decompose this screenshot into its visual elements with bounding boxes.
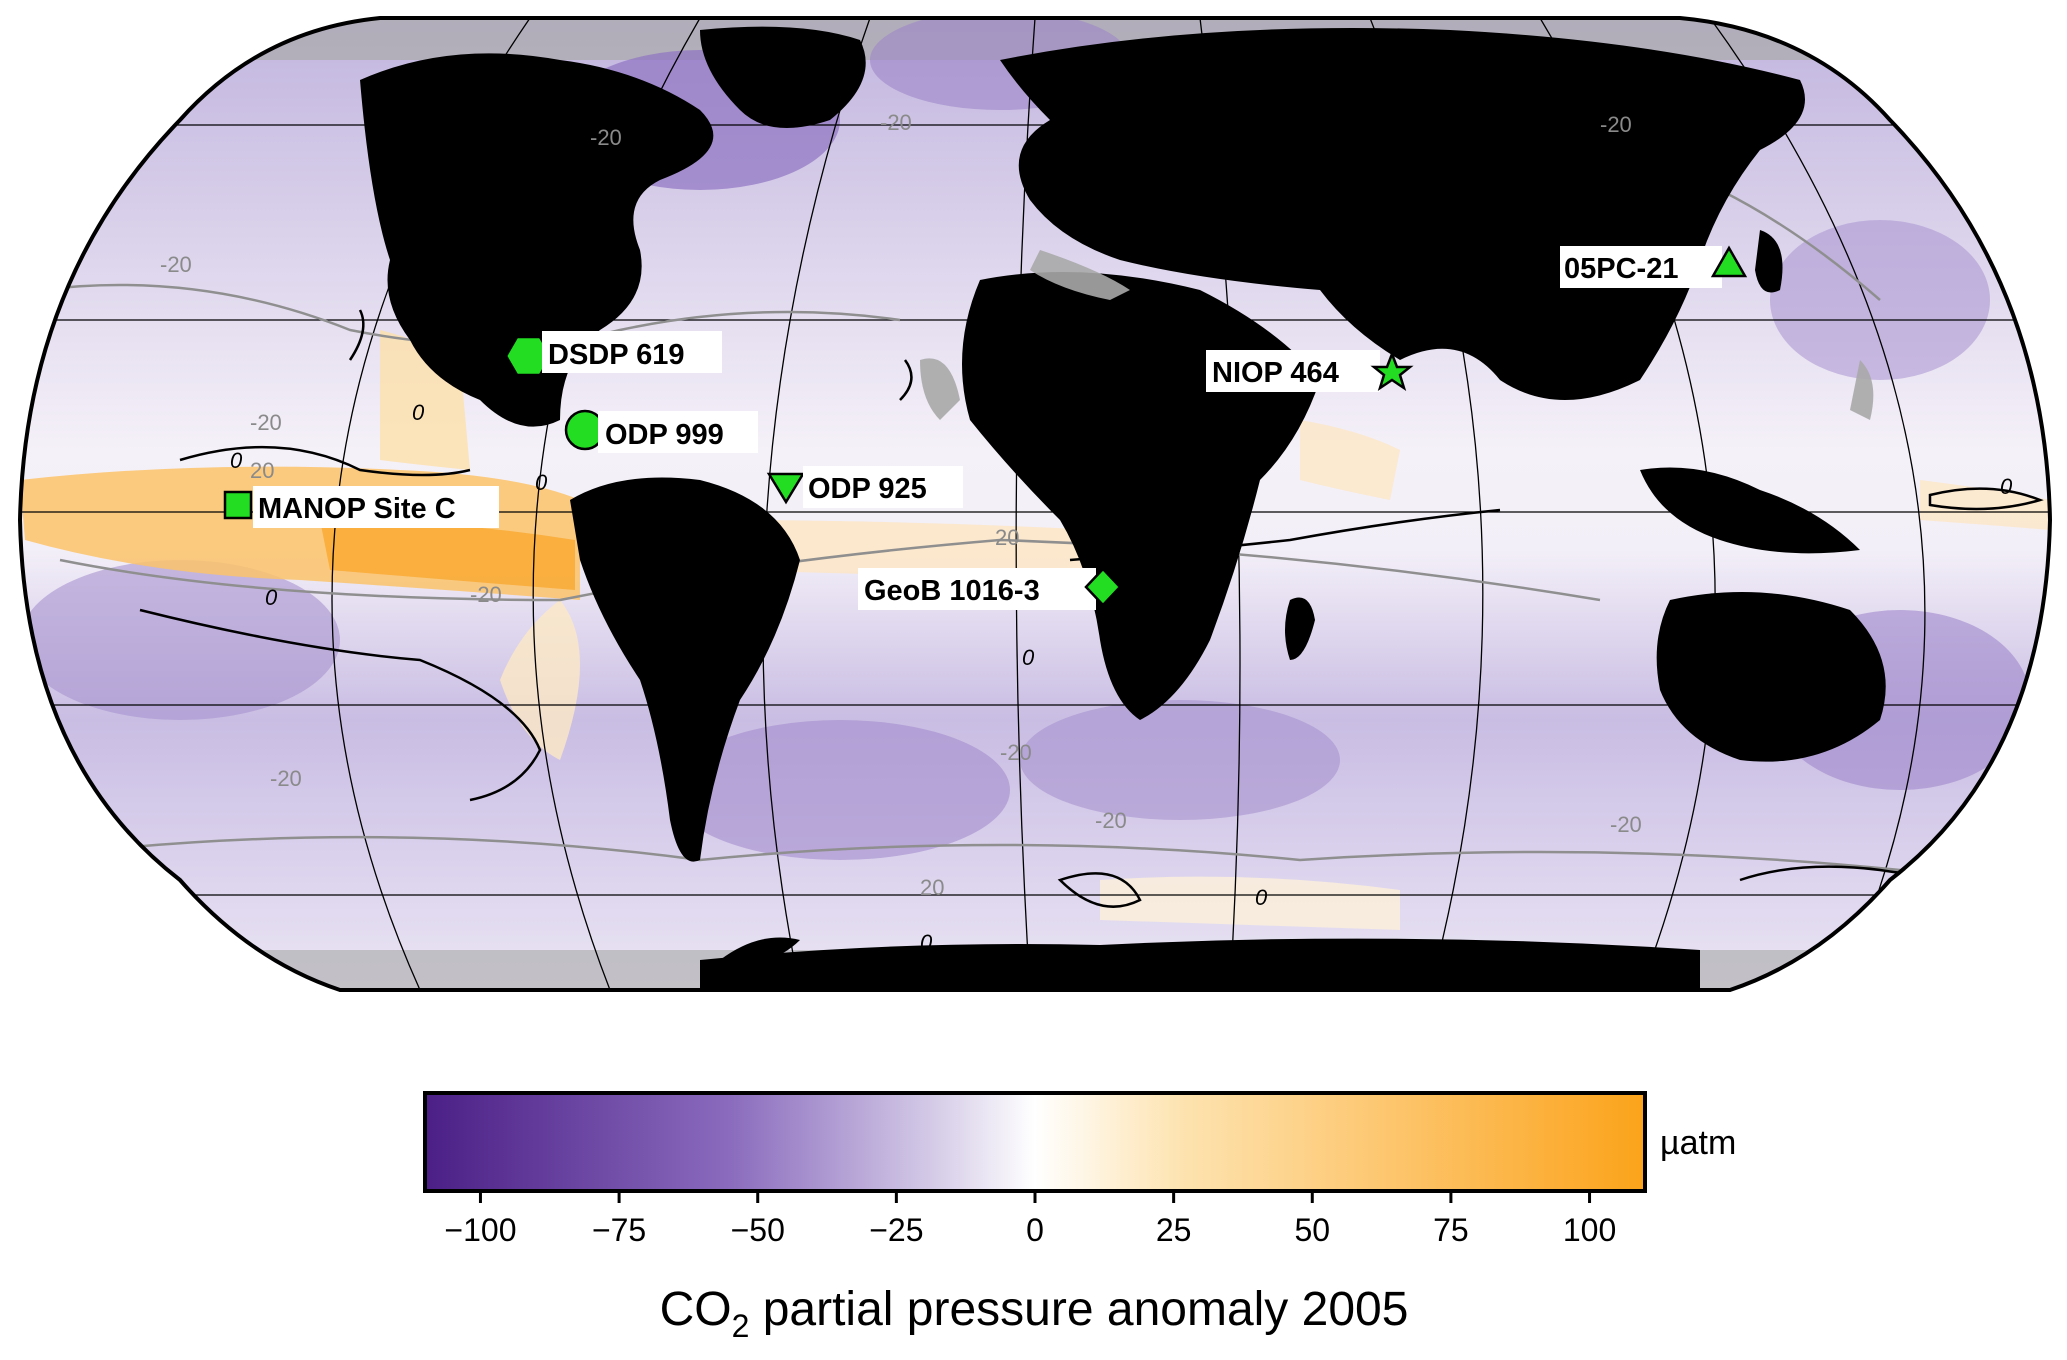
contour-label: 20 (995, 525, 1019, 550)
site-markers: DSDP 619 ODP 999 ODP 925 MANOP Site C Ge… (223, 245, 1748, 610)
greenland (700, 26, 866, 129)
australia (1656, 592, 1886, 762)
site-odp-999[interactable]: ODP 999 (564, 409, 758, 453)
contour-label: 20 (920, 875, 944, 900)
eurasia (1000, 28, 1805, 400)
site-label: MANOP Site C (258, 493, 456, 525)
contour-label: -20 (1610, 812, 1642, 837)
madagascar (1285, 597, 1315, 660)
map-frame (17, 16, 2053, 992)
site-label: ODP 925 (808, 473, 927, 505)
site-manop-site-c[interactable]: MANOP Site C (223, 486, 499, 528)
contour-label: -20 (270, 766, 302, 791)
contour-label: -20 (470, 582, 502, 607)
contour-label: 0 (1195, 552, 1208, 577)
maritime-continent (1640, 467, 1860, 554)
contour-label: 0 (1022, 645, 1035, 670)
hexagon-icon (504, 335, 553, 377)
site-label: NIOP 464 (1212, 357, 1339, 389)
square-icon (223, 490, 253, 520)
contour-label: -20 (880, 110, 912, 135)
contour-label: 0 (535, 470, 548, 495)
contour-label: 0 (2000, 474, 2013, 499)
inverted-triangle-icon (766, 472, 806, 505)
land-masses (360, 26, 1886, 990)
contour-label: -20 (250, 410, 282, 435)
contour-label: 0 (1255, 885, 1268, 910)
site-dsdp-619[interactable]: DSDP 619 (504, 331, 722, 377)
coastal-no-data (920, 250, 1874, 420)
contour-label: -20 (1000, 740, 1032, 765)
triangle-icon (1710, 245, 1748, 278)
site-odp-925[interactable]: ODP 925 (766, 466, 963, 508)
contour-value-labels: -20 -20 -20 -20 -20 -20 -20 -20 -20 -20 … (160, 110, 2013, 955)
contour-label: -20 (160, 252, 192, 277)
contour-label: 0 (265, 585, 278, 610)
antarctic-peninsula (720, 937, 800, 970)
site-geob-1016-3[interactable]: GeoB 1016-3 (858, 567, 1122, 610)
contour-label: 20 (250, 458, 274, 483)
antarctica (700, 938, 1700, 990)
south-america (570, 477, 800, 862)
site-label: ODP 999 (605, 419, 724, 451)
contour-label: -20 (590, 125, 622, 150)
diamond-icon (1084, 567, 1122, 607)
contour-label: -20 (1095, 808, 1127, 833)
contour-label: -20 (1600, 112, 1632, 137)
site-05pc-21[interactable]: 05PC-21 (1560, 245, 1748, 288)
site-niop-464[interactable]: NIOP 464 (1206, 350, 1414, 392)
north-america (360, 53, 714, 427)
contour-label: 0 (920, 930, 933, 955)
site-label: GeoB 1016-3 (864, 575, 1040, 607)
site-label: DSDP 619 (548, 339, 685, 371)
star-icon (1370, 350, 1414, 391)
japan (1755, 230, 1783, 293)
contour-label: 0 (230, 448, 243, 473)
site-label: 05PC-21 (1564, 253, 1678, 285)
contour-label: 0 (412, 400, 425, 425)
